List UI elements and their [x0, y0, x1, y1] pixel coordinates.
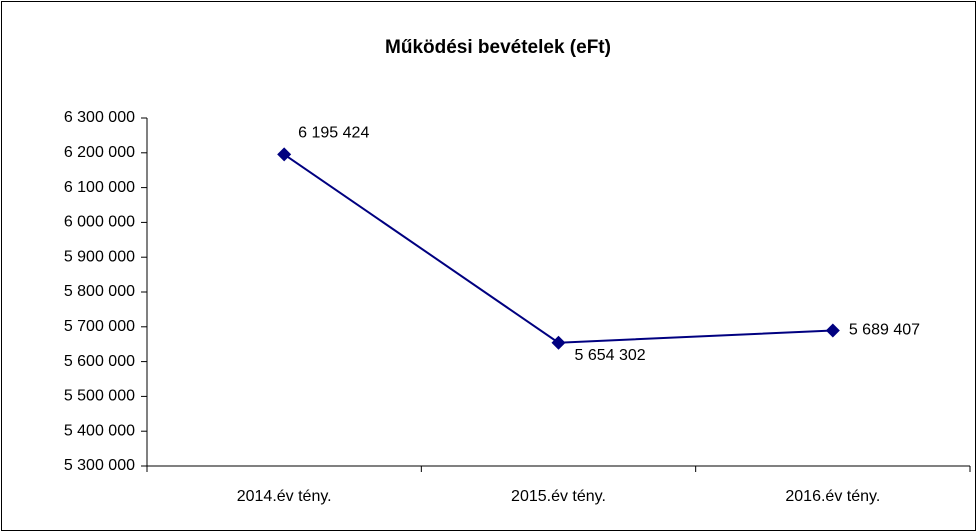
data-label: 5 654 302 [575, 347, 646, 364]
x-tick-label: 2015.év tény. [511, 488, 606, 505]
x-tick-label: 2014.év tény. [237, 488, 332, 505]
y-tick-label: 5 500 000 [64, 388, 135, 405]
y-tick-label: 5 400 000 [64, 422, 135, 439]
y-tick-label: 5 600 000 [64, 353, 135, 370]
y-tick-label: 6 000 000 [64, 214, 135, 231]
data-label: 6 195 424 [298, 125, 369, 142]
y-tick-label: 6 100 000 [64, 179, 135, 196]
chart-title: Működési bevételek (eFt) [385, 37, 611, 58]
y-tick-label: 6 300 000 [64, 109, 135, 126]
y-tick-label: 5 700 000 [64, 318, 135, 335]
data-point [825, 323, 840, 338]
y-tick-label: 5 900 000 [64, 248, 135, 265]
x-tick-label: 2016.év tény. [785, 488, 880, 505]
y-tick-label: 6 200 000 [64, 144, 135, 161]
y-tick-label: 5 300 000 [64, 457, 135, 474]
y-tick-label: 5 800 000 [64, 283, 135, 300]
data-point [551, 335, 566, 350]
data-label: 5 689 407 [849, 322, 920, 339]
data-point [277, 147, 292, 162]
